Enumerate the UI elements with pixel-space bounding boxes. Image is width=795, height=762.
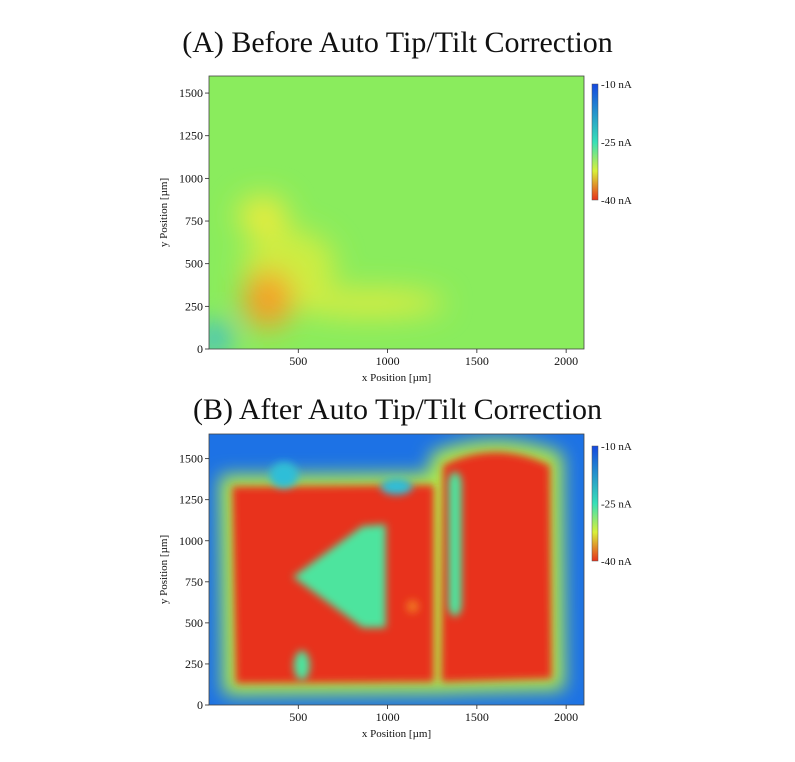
- colorbar: [591, 445, 599, 562]
- colorbar-label: -40 nA: [601, 556, 632, 568]
- chart-a-title: (A) Before Auto Tip/Tilt Correction: [182, 26, 613, 59]
- y-tick-label: 250: [185, 299, 203, 313]
- x-tick-label: 2000: [554, 710, 578, 724]
- y-tick-label: 1500: [179, 86, 203, 100]
- y-tick-label: 1000: [179, 534, 203, 548]
- x-axis-label: x Position [µm]: [362, 372, 431, 384]
- y-tick-label: 750: [185, 214, 203, 228]
- colorbar-label: -40 nA: [601, 195, 632, 207]
- x-tick-label: 1000: [376, 354, 400, 368]
- y-tick-label: 0: [197, 342, 203, 356]
- colorbar-label: -25 nA: [601, 137, 632, 149]
- y-tick-label: 1250: [179, 129, 203, 143]
- y-tick-label: 1000: [179, 171, 203, 185]
- colorbar-label: -10 nA: [601, 79, 632, 91]
- heatmap-region: [209, 323, 231, 349]
- y-axis-label: y Position [µm]: [158, 535, 170, 604]
- y-tick-label: 1250: [179, 493, 203, 507]
- x-tick-label: 1500: [465, 354, 489, 368]
- notch-region: [293, 650, 310, 681]
- k-arm-gap: [380, 478, 413, 495]
- y-tick-label: 0: [197, 698, 203, 712]
- plot-frame: [208, 433, 585, 706]
- x-axis-label: x Position [µm]: [362, 728, 431, 740]
- heatmap-region: [242, 270, 293, 329]
- x-tick-label: 500: [289, 710, 307, 724]
- chart-b-title: (B) After Auto Tip/Tilt Correction: [193, 393, 602, 426]
- letter-u-region: [441, 452, 552, 683]
- colorbar: [591, 83, 599, 201]
- plot-frame: [208, 75, 585, 350]
- y-tick-label: 1500: [179, 452, 203, 466]
- colorbar-label: -10 nA: [601, 441, 632, 453]
- x-tick-label: 1000: [376, 710, 400, 724]
- y-tick-label: 500: [185, 616, 203, 630]
- k-arm-gap: [269, 461, 299, 489]
- x-tick-label: 1500: [465, 710, 489, 724]
- heatmap-area: [209, 434, 584, 705]
- y-tick-label: 500: [185, 257, 203, 271]
- y-axis-label: y Position [µm]: [158, 178, 170, 247]
- x-tick-label: 500: [289, 354, 307, 368]
- heatmap-area: [209, 76, 584, 349]
- colorbar-label: -25 nA: [601, 499, 632, 511]
- x-tick-label: 2000: [554, 354, 578, 368]
- y-tick-label: 250: [185, 657, 203, 671]
- heatmap-region: [294, 289, 445, 317]
- y-tick-label: 750: [185, 575, 203, 589]
- dot-region: [406, 599, 419, 614]
- k-inner-triangle: [292, 524, 386, 628]
- heatmap-region: [237, 195, 288, 237]
- u-inner-gap: [448, 471, 462, 617]
